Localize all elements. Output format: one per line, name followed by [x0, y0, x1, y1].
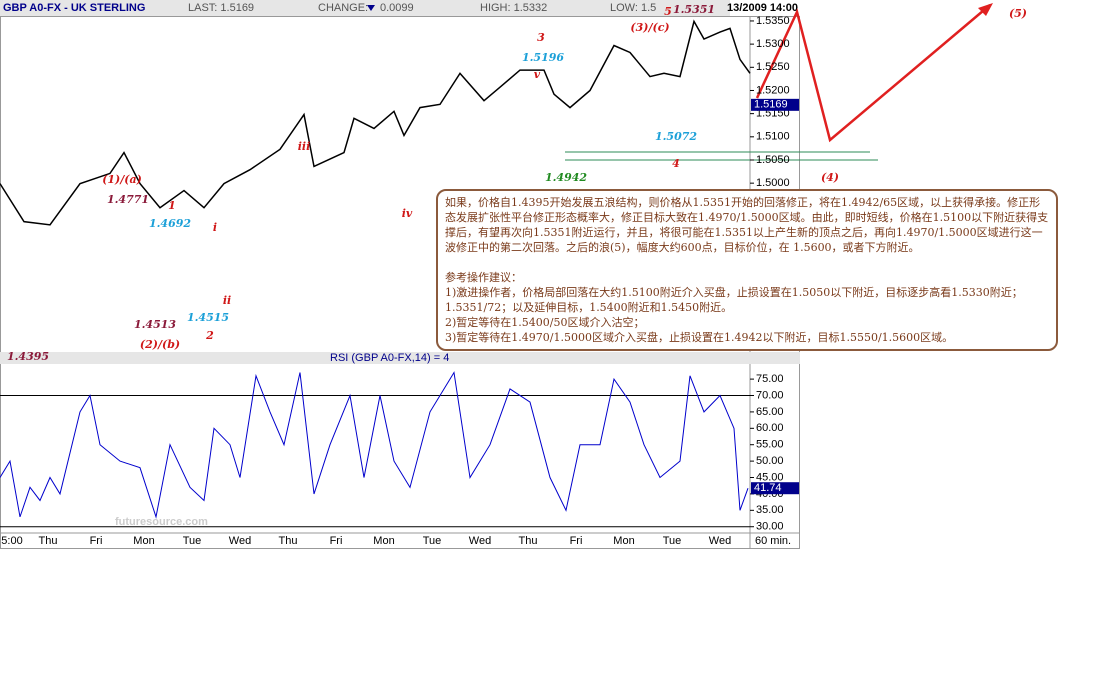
datetime: 13/2009 14:00 — [727, 2, 798, 14]
wave-annotation: 1.5072 — [655, 130, 697, 143]
y-tick-label: 30.00 — [756, 521, 784, 533]
x-tick-label: Fri — [330, 535, 343, 547]
projection-path — [755, 4, 991, 143]
wave-annotation: ii — [223, 294, 231, 307]
last-value-marker — [751, 482, 799, 495]
wave-annotation: 1.4515 — [187, 311, 229, 324]
x-tick-label: Wed — [229, 535, 251, 547]
high: HIGH: 1.5332 — [480, 2, 547, 14]
y-tick-label: 70.00 — [756, 389, 784, 401]
x-tick-label: Mon — [613, 535, 634, 547]
last-value-marker — [751, 98, 799, 111]
wave-annotation: v — [534, 68, 541, 81]
low: LOW: 1.5 — [610, 2, 656, 14]
rsi-title: RSI (GBP A0-FX,14) = 4 — [330, 352, 449, 364]
wave-annotation: 1 — [168, 199, 176, 212]
y-tick-label: 1.5200 — [756, 84, 790, 96]
wave-annotation: 1.4771 — [107, 193, 149, 206]
y-tick-label: 55.00 — [756, 439, 784, 451]
x-tick-label: Wed — [469, 535, 491, 547]
wave-annotation: 3 — [537, 31, 545, 44]
x-tick-label: Mon — [373, 535, 394, 547]
wave-annotation: (5) — [1009, 7, 1027, 20]
y-tick-label: 1.5300 — [756, 38, 790, 50]
x-tick-label: Mon — [133, 535, 154, 547]
wave-annotation: 1.4942 — [545, 171, 587, 184]
wave-annotation: 4 — [672, 157, 680, 170]
wave-annotation: 1.5351 — [673, 3, 715, 16]
y-tick-label: 50.00 — [756, 455, 784, 467]
wave-annotation: 1.4395 — [7, 350, 49, 363]
header-bar — [0, 0, 800, 16]
wave-annotation: 2 — [205, 329, 214, 342]
commentary-text: 参考操作建议： — [445, 271, 522, 284]
wave-annotation: (4) — [821, 171, 839, 184]
wave-annotation: 1.4692 — [149, 217, 191, 230]
x-tick-label: Fri — [90, 535, 103, 547]
x-tick-label: Tue — [183, 535, 202, 547]
symbol: GBP A0-FX - UK STERLING — [3, 2, 145, 14]
commentary-text: 3)暂定等待在1.4970/1.5000区域介入买盘，止损设置在1.4942以下… — [445, 331, 954, 344]
x-tick-label: Thu — [279, 535, 298, 547]
commentary-text: 1)激进操作者，价格局部回落在大约1.5100附近介入买盘，止损设置在1.505… — [445, 286, 1023, 314]
line-series — [0, 19, 751, 226]
x-tick-label: Wed — [709, 535, 731, 547]
last-value-label: 1.5169 — [754, 99, 788, 111]
wave-annotation: iii — [298, 140, 311, 153]
watermark: futuresource.com — [115, 516, 208, 528]
date-box — [730, 0, 800, 16]
down-arrow — [367, 5, 375, 11]
last: LAST: 1.5169 — [188, 2, 254, 14]
wave-annotation: iv — [402, 207, 413, 220]
y-tick-label: 65.00 — [756, 406, 784, 418]
commentary-text: 2)暂定等待在1.5400/50区域介入沽空； — [445, 316, 645, 329]
x-tick-label: Thu — [519, 535, 538, 547]
line-series — [0, 371, 749, 519]
wave-annotation: (2)/(b) — [140, 338, 180, 351]
interval-label: 60 min. — [755, 535, 791, 547]
change: 0.0099 — [380, 2, 414, 14]
x-tick-label: Thu — [39, 535, 58, 547]
y-tick-label: 1.5100 — [756, 131, 790, 143]
wave-annotation: 5 — [664, 5, 672, 18]
y-tick-label: 35.00 — [756, 504, 784, 516]
x-tick-label: Tue — [423, 535, 442, 547]
wave-annotation: (3)/(c) — [630, 21, 669, 34]
wave-annotation: (1)/(a) — [102, 173, 142, 186]
commentary-text: 如果，价格自1.4395开始发展五浪结构，则价格从1.5351开始的回落修正，将… — [445, 196, 1049, 254]
x-tick-label: 5:00 — [1, 535, 22, 547]
wave-annotation: 1.4513 — [134, 318, 176, 331]
change-label: CHANGE: — [318, 2, 368, 14]
x-tick-label: Fri — [570, 535, 583, 547]
rsi-title-bar — [0, 352, 800, 364]
last-value-label: 41.74 — [754, 482, 782, 494]
y-tick-label: 45.00 — [756, 471, 784, 483]
y-tick-label: 1.5050 — [756, 154, 790, 166]
y-tick-label: 1.5000 — [756, 177, 790, 189]
wave-annotation: 1.5196 — [522, 51, 564, 64]
commentary-box: 如果，价格自1.4395开始发展五浪结构，则价格从1.5351开始的回落修正，将… — [436, 189, 1058, 351]
y-tick-label: 60.00 — [756, 422, 784, 434]
y-tick-label: 75.00 — [756, 373, 784, 385]
x-tick-label: Tue — [663, 535, 682, 547]
projection-arrow — [978, 3, 993, 16]
y-tick-label: 1.5250 — [756, 61, 790, 73]
wave-annotation: i — [213, 221, 217, 234]
y-tick-label: 1.5350 — [756, 15, 790, 27]
